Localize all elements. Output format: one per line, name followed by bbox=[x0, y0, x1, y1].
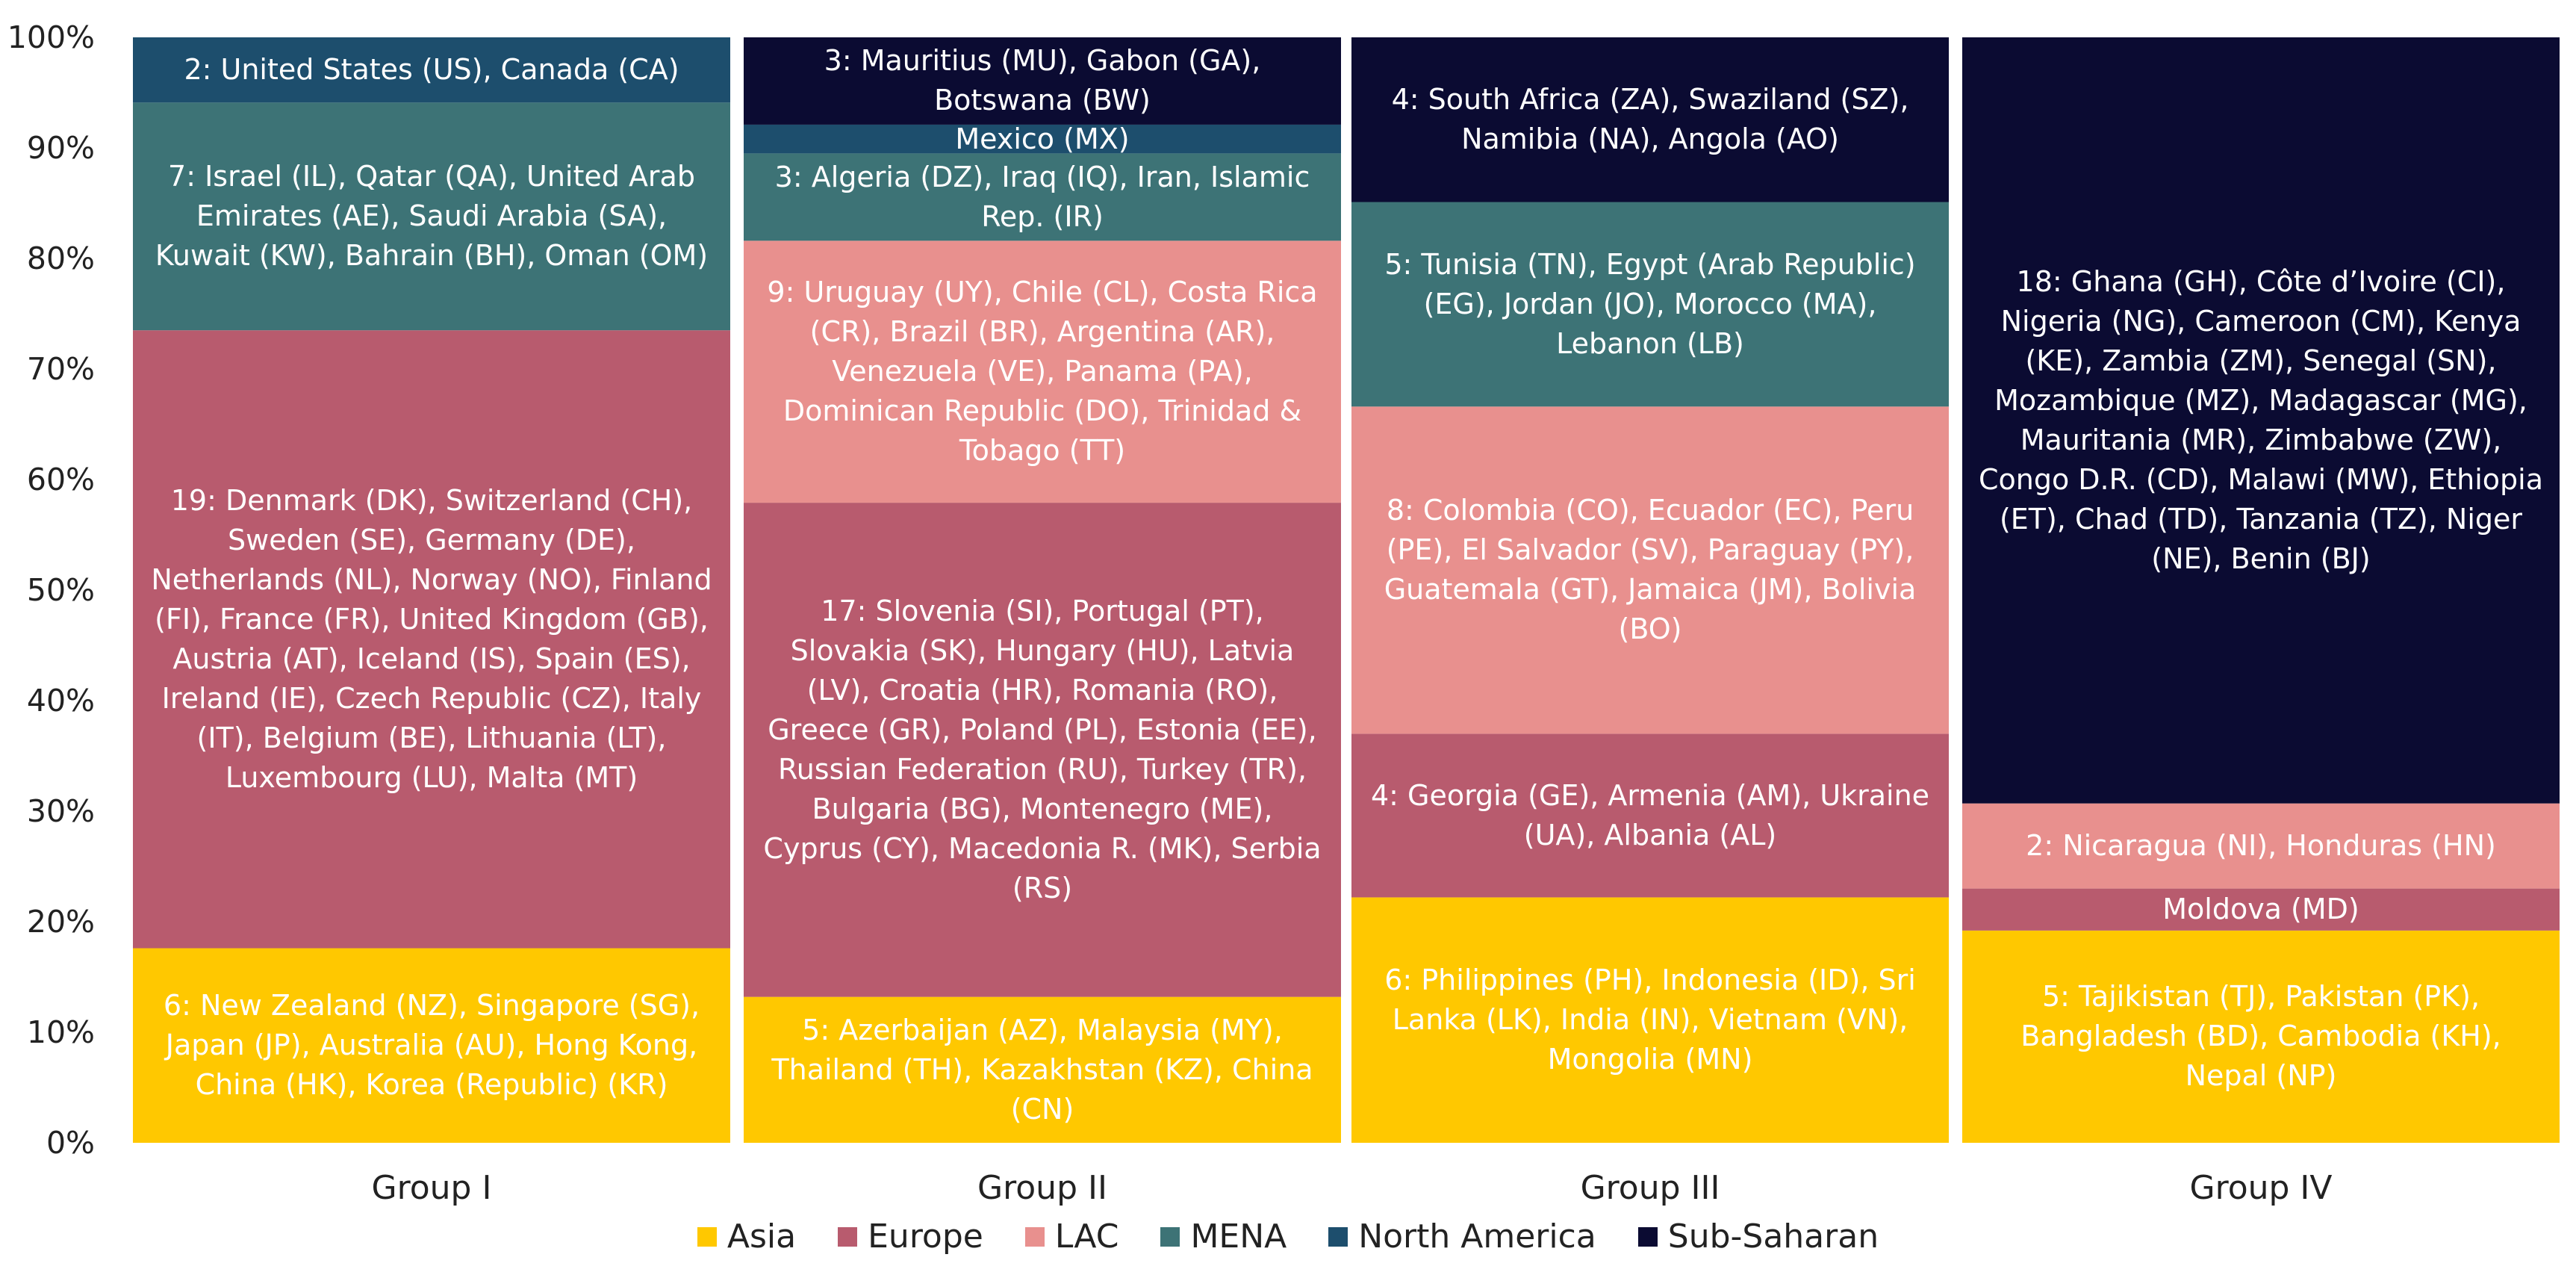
bar-segment-lac bbox=[1962, 803, 2560, 889]
legend-item: Europe bbox=[838, 1217, 983, 1256]
bar-segment-asia bbox=[1351, 897, 1949, 1143]
bar-segment-mena bbox=[133, 102, 730, 331]
legend-label: Europe bbox=[868, 1217, 983, 1256]
x-category-label: Group I bbox=[371, 1169, 492, 1207]
x-category-label: Group II bbox=[977, 1169, 1107, 1207]
bar-segment-europe bbox=[133, 330, 730, 949]
y-tick-label: 80% bbox=[26, 241, 95, 276]
bar-segment-europe bbox=[744, 503, 1341, 997]
legend-swatch bbox=[1024, 1226, 1045, 1247]
legend-label: North America bbox=[1358, 1217, 1596, 1256]
legend-item: Asia bbox=[697, 1217, 796, 1256]
y-tick-label: 30% bbox=[26, 793, 95, 829]
legend-swatch bbox=[838, 1226, 858, 1247]
legend-item: LAC bbox=[1024, 1217, 1119, 1256]
y-tick-label: 50% bbox=[26, 572, 95, 608]
legend-swatch bbox=[697, 1226, 717, 1247]
bar-segment-mena bbox=[744, 153, 1341, 241]
legend: Asia Europe LAC MENA North America Sub-Sahara… bbox=[0, 1217, 2576, 1256]
bar-segment-asia bbox=[133, 948, 730, 1143]
y-tick-label: 0% bbox=[46, 1125, 95, 1161]
y-tick-label: 10% bbox=[26, 1014, 95, 1050]
bar-segment-asia bbox=[1962, 930, 2560, 1143]
legend-label: Sub-Saharan bbox=[1667, 1217, 1879, 1256]
bar-segment-sub-saharan bbox=[744, 37, 1341, 125]
x-category-label: Group IV bbox=[2189, 1169, 2333, 1207]
bar-segment-north-america bbox=[744, 124, 1341, 154]
y-tick-label: 60% bbox=[26, 462, 95, 497]
legend-item: MENA bbox=[1160, 1217, 1287, 1256]
legend-swatch bbox=[1160, 1226, 1180, 1247]
x-category-label: Group III bbox=[1580, 1169, 1720, 1207]
legend-label: LAC bbox=[1054, 1217, 1119, 1256]
y-tick-label: 20% bbox=[26, 904, 95, 940]
y-tick-label: 90% bbox=[26, 130, 95, 166]
bar-segment-lac bbox=[1351, 406, 1949, 734]
legend-item: Sub-Saharan bbox=[1637, 1217, 1879, 1256]
legend-item: North America bbox=[1328, 1217, 1596, 1256]
bar-segment-north-america bbox=[133, 37, 730, 103]
legend-swatch bbox=[1328, 1226, 1348, 1247]
bar-segment-europe bbox=[1962, 888, 2560, 931]
legend-swatch bbox=[1637, 1226, 1658, 1247]
bar-segment-lac bbox=[744, 241, 1341, 503]
legend-label: MENA bbox=[1190, 1217, 1287, 1256]
bar-segment-mena bbox=[1351, 202, 1949, 407]
bar-segment-asia bbox=[744, 996, 1341, 1143]
bar-segment-europe bbox=[1351, 733, 1949, 898]
y-tick-label: 70% bbox=[26, 351, 95, 387]
legend-label: Asia bbox=[727, 1217, 797, 1256]
bar-segment-sub-saharan bbox=[1962, 37, 2560, 804]
y-tick-label: 100% bbox=[7, 19, 95, 55]
y-tick-label: 40% bbox=[26, 683, 95, 719]
bar-segment-sub-saharan bbox=[1351, 37, 1949, 202]
